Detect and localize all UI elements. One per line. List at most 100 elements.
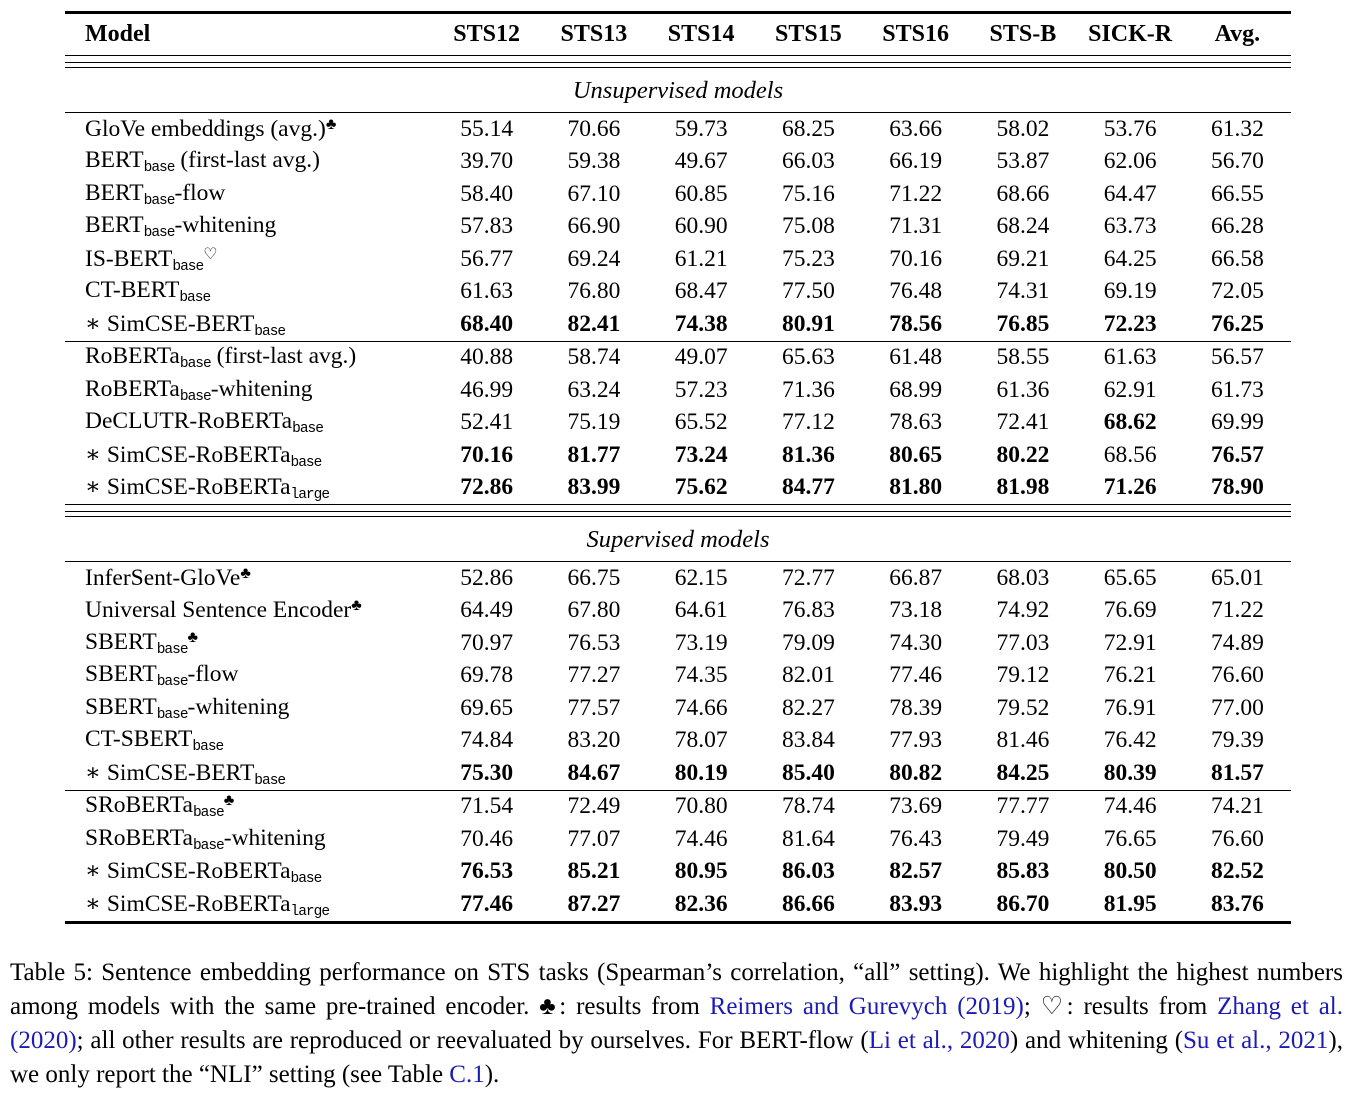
model-name-text: DeCLUTR-RoBERTa bbox=[85, 408, 293, 435]
score-cell: 70.80 bbox=[674, 793, 728, 820]
score-cell: 78.56 bbox=[889, 310, 943, 337]
model-name-text: SBERT bbox=[85, 628, 157, 655]
club-suit-icon: ♣ bbox=[223, 792, 235, 810]
score-cell: 81.57 bbox=[1210, 759, 1264, 786]
model-name-text: Universal Sentence Encoder bbox=[85, 597, 352, 624]
score-cell: 77.50 bbox=[781, 278, 835, 305]
score-cell: 69.24 bbox=[567, 245, 621, 272]
score-cell: 69.21 bbox=[996, 245, 1050, 272]
group-divider-rule bbox=[65, 789, 1291, 791]
score-cell: 74.31 bbox=[996, 278, 1050, 305]
citation-link[interactable]: Zhang et al. (2020) bbox=[10, 993, 1343, 1054]
model-name-text: ∗ SimCSE-RoBERTa bbox=[85, 890, 291, 917]
score-cell: 70.16 bbox=[460, 441, 514, 468]
score-cell: 64.49 bbox=[460, 597, 514, 624]
model-name: RoBERTabase (first-last avg.) bbox=[65, 343, 433, 372]
score-cell: 70.97 bbox=[460, 629, 514, 656]
model-name-text: BERT bbox=[85, 147, 144, 174]
score-cell: 71.26 bbox=[1103, 474, 1157, 501]
model-name-text: ∗ SimCSE-BERT bbox=[85, 310, 255, 337]
score-cell: 61.21 bbox=[674, 245, 728, 272]
score-cell: 72.49 bbox=[567, 793, 621, 820]
model-size-subscript: base bbox=[192, 837, 225, 854]
table-row: CT-BERTbase 61.63 76.80 68.47 77.50 76.48 74.3… bbox=[65, 276, 1291, 309]
model-size-subscript: base bbox=[290, 454, 323, 471]
score-cell: 83.99 bbox=[567, 474, 621, 501]
score-cell: 61.63 bbox=[1103, 344, 1157, 371]
table-row: SRoBERTabase-whitening 70.46 77.07 74.46 81.… bbox=[65, 823, 1291, 856]
score-cell: 72.05 bbox=[1210, 278, 1264, 305]
score-cell: 86.66 bbox=[781, 890, 835, 917]
score-cell: 83.20 bbox=[567, 727, 621, 754]
score-cell: 80.50 bbox=[1103, 858, 1157, 885]
score-cell: 72.86 bbox=[460, 474, 514, 501]
club-suit-icon: ♣ bbox=[240, 564, 251, 582]
score-cell: 78.90 bbox=[1210, 474, 1264, 501]
score-cell: 46.99 bbox=[460, 376, 514, 403]
table-bottom-rule bbox=[65, 920, 1291, 924]
model-size-subscript: base bbox=[156, 674, 189, 691]
citation-link[interactable]: Li et al., 2020 bbox=[868, 1027, 1010, 1054]
score-cell: 69.19 bbox=[1103, 278, 1157, 305]
table-header-row: Model STS12 STS13 STS14 STS15 STS16 STS-B SICK-… bbox=[65, 14, 1291, 55]
section-separator-rule bbox=[65, 55, 1291, 56]
score-cell: 60.90 bbox=[674, 213, 728, 240]
score-cell: 52.86 bbox=[460, 564, 514, 591]
section-title: Unsupervised models bbox=[572, 77, 784, 104]
citation-link[interactable]: C.1 bbox=[449, 1061, 485, 1088]
score-cell: 63.24 bbox=[567, 376, 621, 403]
table-row: SBERTbase-flow 69.78 77.27 74.35 82.01 77.46 7… bbox=[65, 660, 1291, 693]
score-cell: 80.39 bbox=[1103, 759, 1157, 786]
caption-text: ). bbox=[484, 1061, 500, 1088]
score-cell: 77.46 bbox=[460, 890, 514, 917]
model-size-subscript: base bbox=[192, 739, 224, 756]
model-name-text: -flow bbox=[174, 179, 226, 206]
score-cell: 68.99 bbox=[889, 376, 943, 403]
score-cell: 86.03 bbox=[781, 858, 835, 885]
score-cell: 57.23 bbox=[674, 376, 728, 403]
table-row: RoBERTabase-whitening 46.99 63.24 57.23 71.3… bbox=[65, 374, 1291, 407]
model-name: SBERTbase♣ bbox=[65, 629, 433, 658]
score-cell: 67.80 bbox=[567, 597, 621, 624]
score-cell: 56.70 bbox=[1210, 148, 1264, 175]
score-cell: 73.24 bbox=[674, 441, 728, 468]
score-cell: 79.09 bbox=[781, 629, 835, 656]
model-name: IS-BERTbase♡ bbox=[65, 244, 433, 275]
citation-link[interactable]: Su et al., 2021 bbox=[1183, 1027, 1329, 1054]
score-cell: 72.77 bbox=[781, 564, 835, 591]
citation-link[interactable]: Reimers and Gurevych (2019) bbox=[709, 993, 1024, 1020]
score-cell: 76.53 bbox=[460, 858, 514, 885]
club-suit-icon: ♣ bbox=[325, 115, 337, 133]
score-cell: 84.25 bbox=[996, 759, 1050, 786]
score-cell: 85.83 bbox=[996, 858, 1050, 885]
score-cell: 63.66 bbox=[889, 115, 943, 142]
score-cell: 58.02 bbox=[996, 115, 1050, 142]
table-row: BERTbase-flow 58.40 67.10 60.85 75.16 71.22 68… bbox=[65, 178, 1291, 211]
model-size-subscript: base bbox=[172, 258, 204, 275]
score-cell: 78.74 bbox=[781, 793, 835, 820]
score-cell: 78.07 bbox=[674, 727, 728, 754]
score-cell: 71.22 bbox=[1210, 597, 1264, 624]
score-cell: 83.93 bbox=[889, 890, 943, 917]
score-cell: 66.87 bbox=[889, 564, 943, 591]
table-body: Unsupervised models GloVe embeddings (avg… bbox=[65, 55, 1291, 924]
score-cell: 76.25 bbox=[1210, 310, 1264, 337]
score-cell: 82.27 bbox=[781, 694, 835, 721]
model-name-text: (first-last avg.) bbox=[174, 147, 320, 174]
score-cell: 49.07 bbox=[674, 344, 728, 371]
model-size-subscript: base bbox=[290, 871, 323, 888]
score-cell: 49.67 bbox=[674, 148, 728, 175]
score-cell: 76.65 bbox=[1103, 825, 1157, 852]
score-cell: 85.40 bbox=[781, 759, 835, 786]
score-cell: 77.00 bbox=[1210, 694, 1264, 721]
score-cell: 83.84 bbox=[781, 727, 835, 754]
score-cell: 87.27 bbox=[567, 890, 621, 917]
score-cell: 64.47 bbox=[1103, 180, 1157, 207]
score-cell: 62.91 bbox=[1103, 376, 1157, 403]
score-cell: 70.46 bbox=[460, 825, 514, 852]
model-name: SBERTbase-flow bbox=[65, 661, 433, 690]
score-cell: 68.24 bbox=[996, 213, 1050, 240]
model-size-subscript: base bbox=[179, 356, 212, 373]
score-cell: 66.28 bbox=[1210, 213, 1264, 240]
